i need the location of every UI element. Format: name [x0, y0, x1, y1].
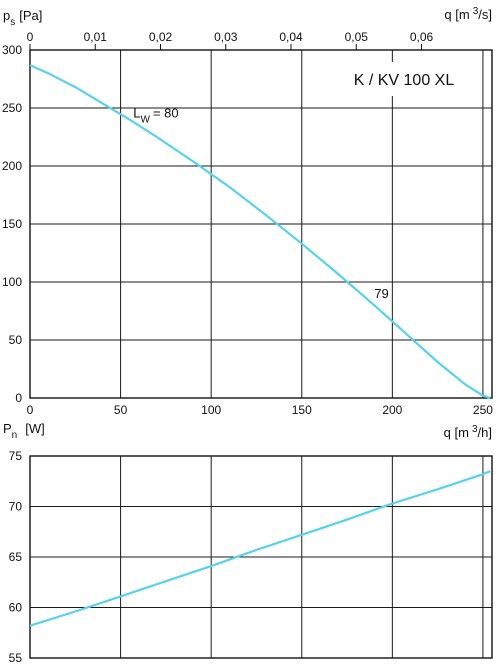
x2-tick-label: 0,02 — [149, 30, 173, 44]
top-x2label: q [m 3/s] — [444, 6, 492, 22]
top-ylabel-unit: [Pa] — [19, 8, 42, 23]
annotation-79: 79 — [374, 286, 388, 301]
bottom-xlabel-sup: 3 — [472, 424, 478, 435]
top-plot-frame — [29, 49, 493, 399]
x2-tick-label: 0,05 — [345, 30, 369, 44]
model-label-box — [342, 62, 462, 96]
bottom-y-tick-label: 70 — [9, 500, 23, 514]
bottom-xlabel-main: q [m — [444, 425, 469, 440]
top-y-tick-label: 0 — [15, 391, 22, 405]
x2-tick-label: 0,01 — [84, 30, 108, 44]
top-y-tick-label: 50 — [9, 333, 23, 347]
x2-tick-label: 0,06 — [410, 30, 434, 44]
bottom-ylabel-sub: n — [12, 430, 18, 441]
model-label: K / KV 100 XL — [354, 72, 455, 89]
x-tick-label: 50 — [114, 403, 128, 417]
top-x2label-sup: 3 — [473, 6, 479, 17]
bottom-y-tick-label: 75 — [9, 449, 23, 463]
bottom-y-tick-label: 60 — [9, 601, 23, 615]
x2-tick-label: 0,03 — [214, 30, 238, 44]
top-series-curve — [29, 64, 491, 400]
top-ylabel-sub: s — [10, 17, 15, 28]
annotation-lw-80: LW = 80 — [133, 105, 178, 125]
bottom-ylabel-main: P — [3, 421, 12, 436]
top-ylabel: ps [Pa] — [3, 8, 42, 28]
top-ylabel-main: p — [3, 8, 10, 23]
top-chart-plot: 0 50 100 150 200 250 300 0 50 100 150 200 250 0 0,01 0,… — [2, 30, 493, 417]
top-y-tick-label: 150 — [2, 217, 22, 231]
x-tick-label: 100 — [201, 403, 221, 417]
top-y-tick-label: 100 — [2, 275, 22, 289]
top-x2label-main: q [m — [444, 7, 469, 22]
top-y-tick-label: 300 — [2, 43, 22, 57]
x2-tick-label: 0 — [27, 30, 34, 44]
x2-tick-label: 0,04 — [279, 30, 303, 44]
annotation-lw-sub: W — [141, 114, 151, 125]
bottom-y-tick-label: 65 — [9, 550, 23, 564]
bottom-y-tick-label: 55 — [9, 651, 23, 664]
x-tick-label: 150 — [292, 403, 312, 417]
top-y-tick-label: 200 — [2, 159, 22, 173]
x-tick-label: 200 — [382, 403, 402, 417]
x-tick-label: 250 — [473, 403, 493, 417]
bottom-xlabel: q [m 3/h] — [444, 424, 492, 440]
bottom-xlabel-unit: /h] — [478, 425, 492, 440]
top-y-tick-label: 250 — [2, 101, 22, 115]
bottom-chart-plot: 55 60 65 70 75 — [9, 449, 493, 664]
top-x2label-unit: /s] — [478, 7, 492, 22]
x-tick-label: 0 — [27, 403, 34, 417]
annotation-lw-rest: = 80 — [153, 105, 179, 120]
bottom-ylabel: Pn [W] — [3, 421, 45, 441]
annotation-lw-main: L — [133, 105, 140, 120]
bottom-plot-frame — [29, 455, 493, 659]
bottom-series-curve — [29, 470, 491, 627]
bottom-ylabel-unit: [W] — [25, 421, 45, 436]
